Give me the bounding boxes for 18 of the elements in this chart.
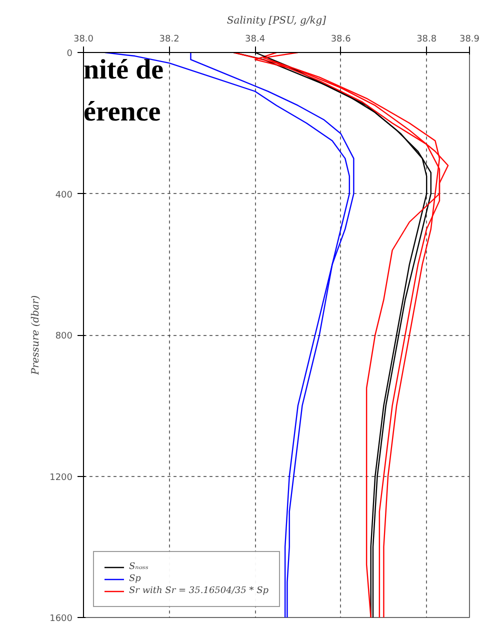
legend-label: Sp (129, 574, 142, 584)
y-tick-label: 1600 (50, 614, 73, 624)
y-axis-title: Pressure (dbar) (30, 295, 42, 376)
y-tick-label: 800 (55, 332, 73, 342)
annotation: érence (84, 96, 161, 128)
x-tick-label: 38.6 (330, 34, 352, 44)
x-tick-label: 38.0 (73, 34, 94, 44)
y-tick-label: 400 (55, 190, 73, 200)
annotation: nité de (84, 54, 164, 86)
x-tick-label: 38.4 (245, 34, 266, 44)
y-tick-label: 1200 (50, 472, 73, 483)
x-tick-label: 38.2 (159, 34, 180, 44)
x-tick-label: 38.9 (459, 34, 480, 44)
y-tick-label: 0 (66, 49, 73, 59)
legend-label: Sₙₒₛₛ (129, 562, 149, 572)
x-axis-title: Salinity [PSU, g/kg] (226, 16, 326, 26)
legend-label: Sr with Sr = 35.16504/35 * Sp (129, 586, 268, 596)
x-tick-label: 38.8 (416, 34, 437, 44)
